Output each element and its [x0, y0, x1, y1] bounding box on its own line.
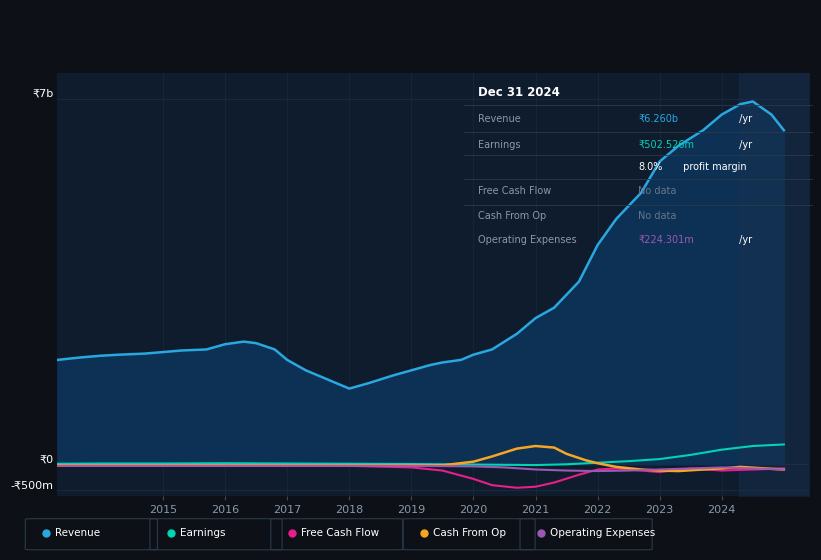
Text: Operating Expenses: Operating Expenses	[550, 528, 655, 538]
Text: /yr: /yr	[736, 139, 752, 150]
Text: ₹7b: ₹7b	[33, 89, 53, 99]
Text: Free Cash Flow: Free Cash Flow	[301, 528, 379, 538]
Text: ₹224.301m: ₹224.301m	[639, 235, 694, 245]
Text: ₹6.260b: ₹6.260b	[639, 114, 678, 124]
Text: Dec 31 2024: Dec 31 2024	[478, 86, 560, 99]
Text: Earnings: Earnings	[180, 528, 226, 538]
Text: Revenue: Revenue	[478, 114, 521, 124]
Text: Revenue: Revenue	[56, 528, 101, 538]
Text: /yr: /yr	[736, 235, 752, 245]
Text: /yr: /yr	[736, 114, 752, 124]
Text: 8.0%: 8.0%	[639, 162, 663, 172]
Text: Free Cash Flow: Free Cash Flow	[478, 186, 551, 196]
Text: No data: No data	[639, 211, 677, 221]
Text: Operating Expenses: Operating Expenses	[478, 235, 576, 245]
Text: Earnings: Earnings	[478, 139, 521, 150]
Text: Cash From Op: Cash From Op	[433, 528, 507, 538]
Text: Cash From Op: Cash From Op	[478, 211, 546, 221]
Text: ₹502.526m: ₹502.526m	[639, 139, 695, 150]
Text: No data: No data	[639, 186, 677, 196]
Text: ₹0: ₹0	[39, 454, 53, 464]
Text: -₹500m: -₹500m	[11, 480, 53, 491]
Text: profit margin: profit margin	[680, 162, 747, 172]
